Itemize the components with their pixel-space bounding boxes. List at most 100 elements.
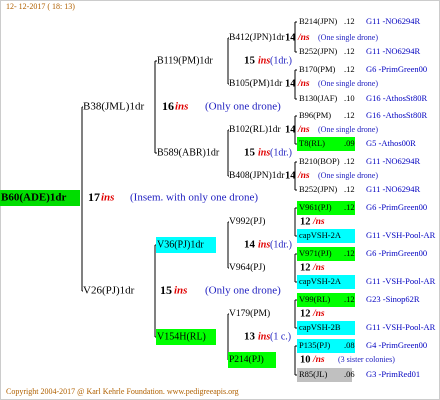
ancestor-origin: G6 -PrimGreen00 <box>366 248 427 258</box>
ancestor-box <box>297 339 355 353</box>
ancestor-origin: G3 -PrimRed01 <box>366 369 420 379</box>
ins-count: 12 <box>300 262 311 273</box>
ins-note: (1dr.) <box>270 239 292 250</box>
ancestor-name: B170(PM) <box>299 64 336 74</box>
ins-note: (1dr.) <box>270 55 292 66</box>
node-box <box>228 352 276 368</box>
node-label: B589(ABR)1dr <box>157 147 220 158</box>
ins-note: (1 c.) <box>270 331 291 342</box>
ins-count: 15 <box>244 147 256 159</box>
ins-count: 14 <box>244 239 256 251</box>
node-label: B105(PM)1dr <box>229 78 283 89</box>
ancestor-name: R85(JL) <box>299 369 328 379</box>
node-label: B412(JPN)1dr <box>229 32 285 43</box>
ancestor-origin: G23 -Sinop62R <box>366 294 420 304</box>
ins-note: (One single drone) <box>318 125 378 134</box>
ancestor-name: T8(RL) <box>299 138 325 148</box>
ancestor-name: B214(JPN) <box>299 16 337 26</box>
ancestor-box <box>297 368 352 382</box>
ins-mark: /ns <box>312 263 325 273</box>
node-label: B408(JPN)1dr <box>229 170 285 181</box>
node-box <box>156 329 216 345</box>
ins-mark: /ns <box>297 125 310 135</box>
ancestor-origin: G16 -AthosSt80R <box>366 93 427 103</box>
ins-mark: ins <box>258 239 270 250</box>
ins-mark: ins <box>258 147 270 158</box>
ins-count: 14 <box>285 78 296 89</box>
ins-count: 13 <box>244 331 256 343</box>
ins-mark: /ns <box>297 33 310 43</box>
ins-count: 17 <box>88 190 100 204</box>
ins-mark: ins <box>175 101 188 113</box>
ancestor-value: .08 <box>344 340 355 350</box>
ancestor-name: B210(BOP) <box>299 156 340 166</box>
node-label: V179(PM) <box>229 308 270 319</box>
node-label: V26(PJ)1dr <box>83 285 135 297</box>
ancestor-value: .10 <box>344 93 355 103</box>
ancestor-box <box>297 229 355 243</box>
ins-count: 15 <box>244 55 256 67</box>
ins-note: (Only one drone) <box>205 285 281 297</box>
ancestor-origin: G11 -NO6294R <box>366 184 421 194</box>
ancestor-name: capVSH-2B <box>299 322 341 332</box>
ancestor-value: .12 <box>344 64 355 74</box>
ancestor-origin: G11 -VSH-Pool-AR <box>366 230 436 240</box>
ancestor-origin: G6 -PrimGreen00 <box>366 64 427 74</box>
date: 12- 12-2017 ( 18: 13) <box>6 2 75 11</box>
ins-mark: /ns <box>312 355 325 365</box>
ins-note: (1dr.) <box>270 147 292 158</box>
node-label: P214(PJ) <box>229 354 264 365</box>
ancestor-name: capVSH-2A <box>299 230 342 240</box>
ins-mark: /ns <box>312 217 325 227</box>
ancestor-value: .12 <box>344 202 355 212</box>
node-label: B119(PM)1dr <box>157 55 213 66</box>
ancestor-origin: G11 -VSH-Pool-AR <box>366 276 436 286</box>
ancestor-name: V961(PJ) <box>299 202 332 212</box>
ancestor-origin: G11 -NO6294R <box>366 156 421 166</box>
node-label: V154H(RL) <box>157 331 206 342</box>
ancestor-value: .12 <box>344 294 355 304</box>
ins-count: 12 <box>300 216 311 227</box>
ancestor-box <box>297 201 355 215</box>
ancestor-name: capVSH-2A <box>299 276 342 286</box>
ins-note: (3 sister colonies) <box>338 355 395 364</box>
ancestor-value: .12 <box>344 184 355 194</box>
ancestor-origin: G4 -PrimGreen00 <box>366 340 427 350</box>
ins-count: 16 <box>162 99 174 113</box>
node-label: B38(JML)1dr <box>83 101 144 113</box>
ancestor-name: B130(JAF) <box>299 93 337 103</box>
ins-count: 14 <box>285 124 296 135</box>
ins-note: (One single drone) <box>318 79 378 88</box>
node-label: V992(PJ) <box>229 216 265 227</box>
ins-mark: /ns <box>312 309 325 319</box>
ancestor-value: .12 <box>344 16 355 26</box>
ancestor-box <box>297 293 355 307</box>
ancestor-origin: G11 -VSH-Pool-AR <box>366 322 436 332</box>
copyright: Copyright 2004-2017 @ Karl Kehrle Founda… <box>6 387 239 396</box>
ancestor-value: .12 <box>344 248 355 258</box>
node-label: V964(PJ) <box>229 262 265 273</box>
ins-mark: ins <box>174 285 187 297</box>
ancestor-value: .12 <box>344 156 355 166</box>
ins-mark: ins <box>258 55 270 66</box>
ins-note: (One single drone) <box>318 171 378 180</box>
ancestor-value: .09 <box>344 138 355 148</box>
ancestor-value: .12 <box>344 46 355 56</box>
ins-mark: ins <box>101 192 114 204</box>
ins-note: (One single drone) <box>318 33 378 42</box>
ancestor-name: V99(RL) <box>299 294 330 304</box>
ancestor-value: .06 <box>344 369 355 379</box>
ins-mark: /ns <box>297 79 310 89</box>
ancestor-name: V971(PJ) <box>299 248 332 258</box>
ins-count: 10 <box>300 354 311 365</box>
ancestor-name: B96(PM) <box>299 110 331 120</box>
node-label: B60(ADE)1dr <box>1 192 67 204</box>
node-label: V36(PJ)1dr <box>157 239 204 250</box>
ins-count: 15 <box>160 283 172 297</box>
ins-note: (Insem. with only one drone) <box>130 192 258 204</box>
ancestor-origin: G5 -Athos00R <box>366 138 416 148</box>
ins-count: 14 <box>285 170 296 181</box>
ancestor-box <box>297 275 355 289</box>
